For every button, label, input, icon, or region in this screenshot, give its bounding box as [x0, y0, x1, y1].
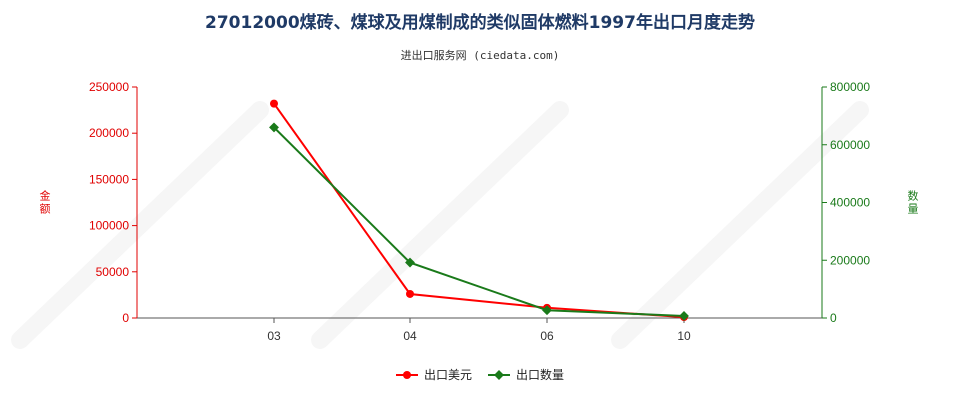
data-point: [679, 311, 689, 321]
data-point: [542, 305, 552, 316]
x-tick-label: 06: [540, 329, 554, 343]
axes: 0 50000 100000 150000 200000 250000 0 200000 400…: [40, 80, 919, 343]
left-tick-label: 0: [122, 311, 129, 325]
watermark-stroke: [11, 101, 269, 349]
series-line: [273, 103, 685, 319]
watermark-layer: [11, 101, 869, 349]
right-tick-label: 200000: [830, 253, 870, 267]
right-tick-label: 800000: [830, 80, 870, 94]
left-tick-label: 150000: [89, 172, 129, 186]
legend-label: 出口美元: [424, 368, 472, 382]
chart-title: 27012000煤砖、煤球及用煤制成的类似固体燃料1997年出口月度走势: [205, 12, 755, 33]
legend-label: 出口数量: [516, 367, 564, 382]
data-point: [405, 257, 415, 268]
x-tick-label: 10: [677, 329, 691, 343]
watermark-stroke: [611, 101, 869, 349]
left-tick-label: 50000: [96, 265, 130, 279]
legend-marker: [403, 371, 411, 379]
x-tick-label: 03: [267, 329, 281, 343]
series-line: [273, 126, 685, 317]
right-tick-label: 600000: [830, 138, 870, 152]
watermark-stroke: [311, 101, 569, 349]
x-tick-label: 04: [403, 329, 417, 343]
left-axis-title: 金额: [40, 189, 51, 216]
data-point: [270, 99, 278, 108]
data-point: [406, 289, 414, 298]
left-tick-label: 250000: [89, 80, 129, 94]
left-tick-label: 100000: [89, 219, 129, 233]
right-tick-label: 0: [830, 311, 837, 325]
series-layer: [269, 99, 689, 322]
right-axis-title: 数量: [908, 190, 919, 216]
left-tick-label: 200000: [89, 126, 129, 140]
right-tick-label: 400000: [830, 196, 870, 210]
legend: 出口美元 出口数量: [396, 367, 564, 382]
legend-marker: [494, 370, 504, 380]
chart-subtitle: 进出口服务网 (ciedata.com): [401, 48, 560, 62]
